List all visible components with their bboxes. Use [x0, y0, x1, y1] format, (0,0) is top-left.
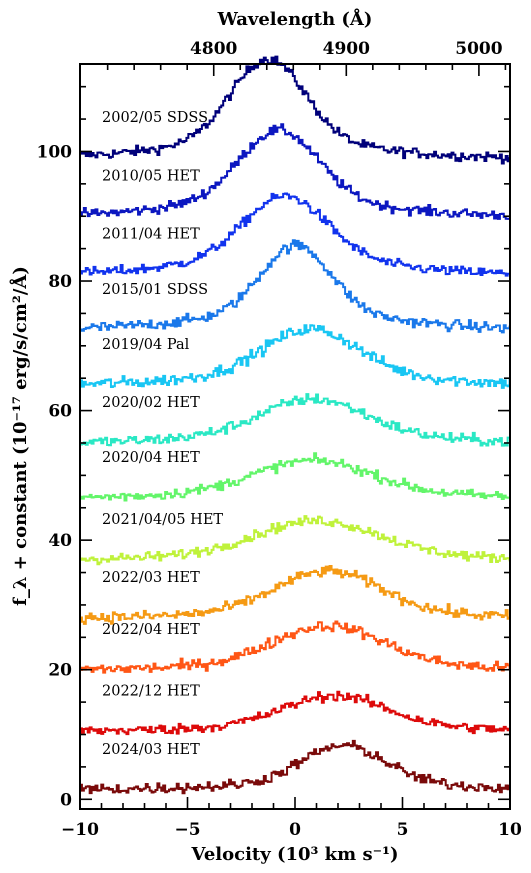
spectrum-line-6 [80, 393, 511, 447]
epoch-label-11: 2022/12 HET [102, 683, 200, 699]
epoch-label-3: 2011/04 HET [102, 227, 200, 243]
epoch-label-2: 2010/05 HET [102, 168, 200, 184]
spectrum-line-9 [80, 564, 511, 625]
y-tick-label: 80 [48, 272, 72, 292]
y-tick-label: 0 [60, 790, 72, 810]
top-tick-label: 4900 [323, 39, 370, 59]
spectrum-line-10 [80, 620, 511, 674]
epoch-label-12: 2024/03 HET [102, 742, 200, 758]
epoch-label-5: 2019/04 Pal [102, 337, 190, 353]
y-axis-title: f_λ + constant (10⁻¹⁷ erg/s/cm²/Å) [8, 266, 31, 606]
y-tick-label: 40 [48, 531, 72, 551]
x-tick-label: 5 [397, 820, 409, 840]
spectrum-line-11 [80, 690, 511, 736]
top-axis-title: Wavelength (Å) [217, 7, 373, 30]
labels-layer: 2002/05 SDSS 2010/05 HET 2011/04 HET 2015/0… [37, 39, 522, 840]
spectrum-line-1 [80, 55, 511, 165]
spectrum-line-8 [80, 515, 511, 566]
epoch-label-9: 2022/03 HET [102, 570, 200, 586]
y-tick-label: 20 [48, 661, 72, 681]
epoch-label-4: 2015/01 SDSS [102, 282, 208, 298]
epoch-label-7: 2020/04 HET [102, 450, 200, 466]
x-tick-label: −10 [61, 820, 99, 840]
x-tick-label: 10 [498, 820, 522, 840]
epoch-label-8: 2021/04/05 HET [102, 512, 223, 528]
spectrum-line-2 [80, 123, 511, 220]
y-tick-label: 60 [48, 402, 72, 422]
y-tick-label: 100 [37, 142, 73, 162]
epoch-label-1: 2002/05 SDSS [102, 110, 208, 126]
epoch-label-6: 2020/02 HET [102, 395, 200, 411]
spectrum-line-3 [80, 192, 511, 277]
top-tick-label: 5000 [455, 39, 502, 59]
spectrum-line-4 [80, 239, 511, 334]
spectra-layer [80, 55, 511, 795]
spectrum-line-7 [80, 452, 511, 502]
top-tick-label: 4800 [190, 39, 237, 59]
ticks-layer [79, 64, 511, 809]
x-tick-label: −5 [174, 820, 200, 840]
x-tick-label: 0 [289, 820, 301, 840]
x-axis-title: Velocity (10³ km s⁻¹) [191, 844, 399, 865]
epoch-label-10: 2022/04 HET [102, 622, 200, 638]
spectrum-line-12 [80, 739, 511, 795]
spectrum-line-5 [80, 324, 511, 389]
